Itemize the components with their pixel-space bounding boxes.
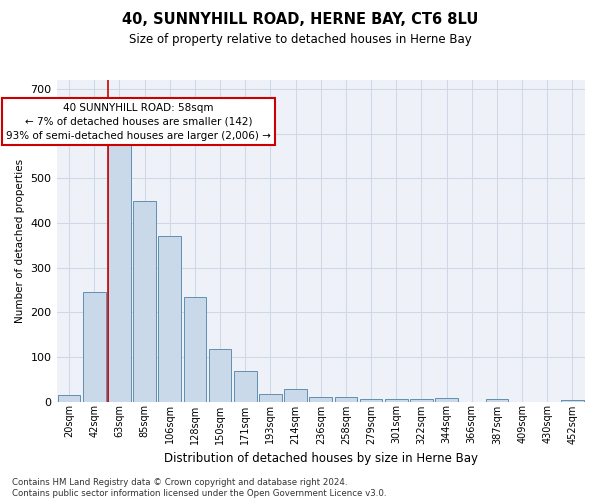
Bar: [485, 400, 508, 402]
Bar: [335, 397, 357, 402]
Bar: [108, 140, 131, 402]
Bar: [158, 236, 181, 402]
Bar: [234, 371, 257, 402]
Bar: [209, 349, 232, 402]
Y-axis label: Number of detached properties: Number of detached properties: [15, 158, 25, 323]
Bar: [360, 400, 382, 402]
Bar: [385, 400, 407, 402]
Bar: [310, 397, 332, 402]
Text: 40 SUNNYHILL ROAD: 58sqm
← 7% of detached houses are smaller (142)
93% of semi-d: 40 SUNNYHILL ROAD: 58sqm ← 7% of detache…: [6, 102, 271, 141]
Bar: [83, 292, 106, 402]
Bar: [435, 398, 458, 402]
Bar: [133, 200, 156, 402]
Bar: [561, 400, 584, 402]
Text: Size of property relative to detached houses in Herne Bay: Size of property relative to detached ho…: [128, 32, 472, 46]
X-axis label: Distribution of detached houses by size in Herne Bay: Distribution of detached houses by size …: [164, 452, 478, 465]
Bar: [184, 296, 206, 402]
Bar: [58, 395, 80, 402]
Bar: [284, 389, 307, 402]
Text: 40, SUNNYHILL ROAD, HERNE BAY, CT6 8LU: 40, SUNNYHILL ROAD, HERNE BAY, CT6 8LU: [122, 12, 478, 28]
Text: Contains HM Land Registry data © Crown copyright and database right 2024.
Contai: Contains HM Land Registry data © Crown c…: [12, 478, 386, 498]
Bar: [410, 400, 433, 402]
Bar: [259, 394, 282, 402]
